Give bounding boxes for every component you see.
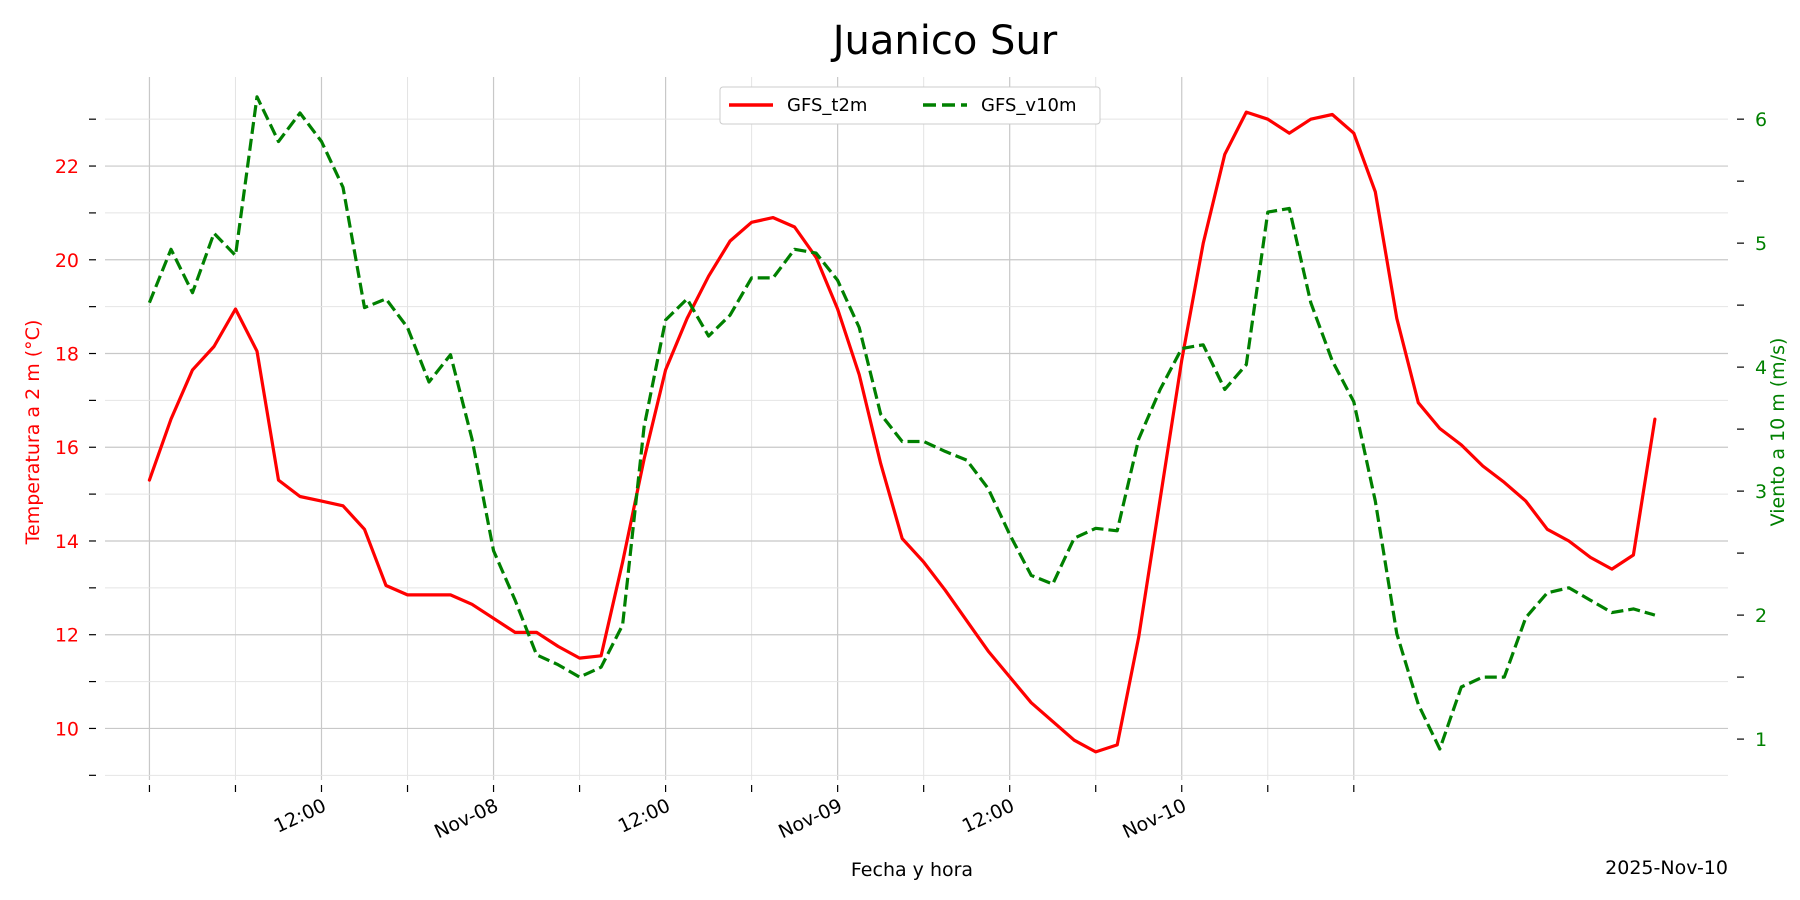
series-lines [147,95,1657,754]
y-axis-label-left: Temperatura a 2 m (°C) [22,320,44,546]
y-axis-label-right: Viento a 10 m (m/s) [1767,338,1789,527]
y-left-tick-label: 10 [55,718,79,740]
legend: GFS_t2m GFS_v10m [719,86,1101,125]
x-tick-label: Nov-09 [775,795,846,844]
chart-title: Juanico Sur [830,18,1058,64]
x-tick-label: Nov-08 [431,795,502,844]
y-left-tick-label: 20 [55,250,79,272]
x-axis-label: Fecha y hora [851,859,973,881]
y-right-tick-label: 2 [1755,605,1767,627]
y-right-tick-label: 5 [1755,233,1767,255]
x-tick-label: 12:00 [271,795,330,838]
y-right-tick-label: 4 [1755,357,1767,379]
series-line-gfs-v10m [147,95,1656,751]
y-right-tick-label: 6 [1755,109,1767,131]
y-right-tick-label: 1 [1755,729,1767,751]
y-left-tick-label: 18 [55,344,79,366]
legend-frame [719,86,1101,125]
legend-label-t2m: GFS_t2m [787,95,867,116]
y-left-tick-label: 12 [55,625,79,647]
y-right-tick-label: 3 [1755,481,1767,503]
grid [105,77,1728,780]
legend-label-v10m: GFS_v10m [981,95,1077,116]
corner-date-label: 2025-Nov-10 [1605,857,1728,879]
y-left-tick-label: 22 [55,156,79,178]
series-line-gfs-t2m [147,110,1657,754]
x-tick-label: Nov-10 [1119,795,1190,844]
x-tick-label: 12:00 [615,795,674,838]
x-tick-label: 12:00 [959,795,1018,838]
y-left-tick-label: 14 [55,531,79,553]
y-left-tick-label: 16 [55,437,79,459]
